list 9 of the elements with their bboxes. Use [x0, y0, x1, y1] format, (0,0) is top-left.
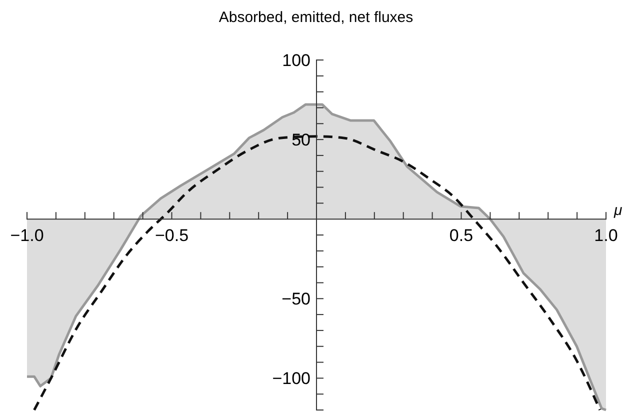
x-tick-label: −1.0: [10, 226, 44, 246]
x-axis-title: μ: [613, 202, 622, 220]
x-tick-label: 0.5: [449, 226, 474, 246]
chart-title: Absorbed, emitted, net fluxes: [218, 9, 414, 26]
x-tick-label: −0.5: [154, 226, 189, 246]
y-tick-label: −50: [282, 290, 310, 309]
x-tick-label: 1.0: [594, 226, 618, 246]
y-tick-label: 100: [282, 51, 310, 70]
y-tick-label: −100: [272, 369, 310, 388]
